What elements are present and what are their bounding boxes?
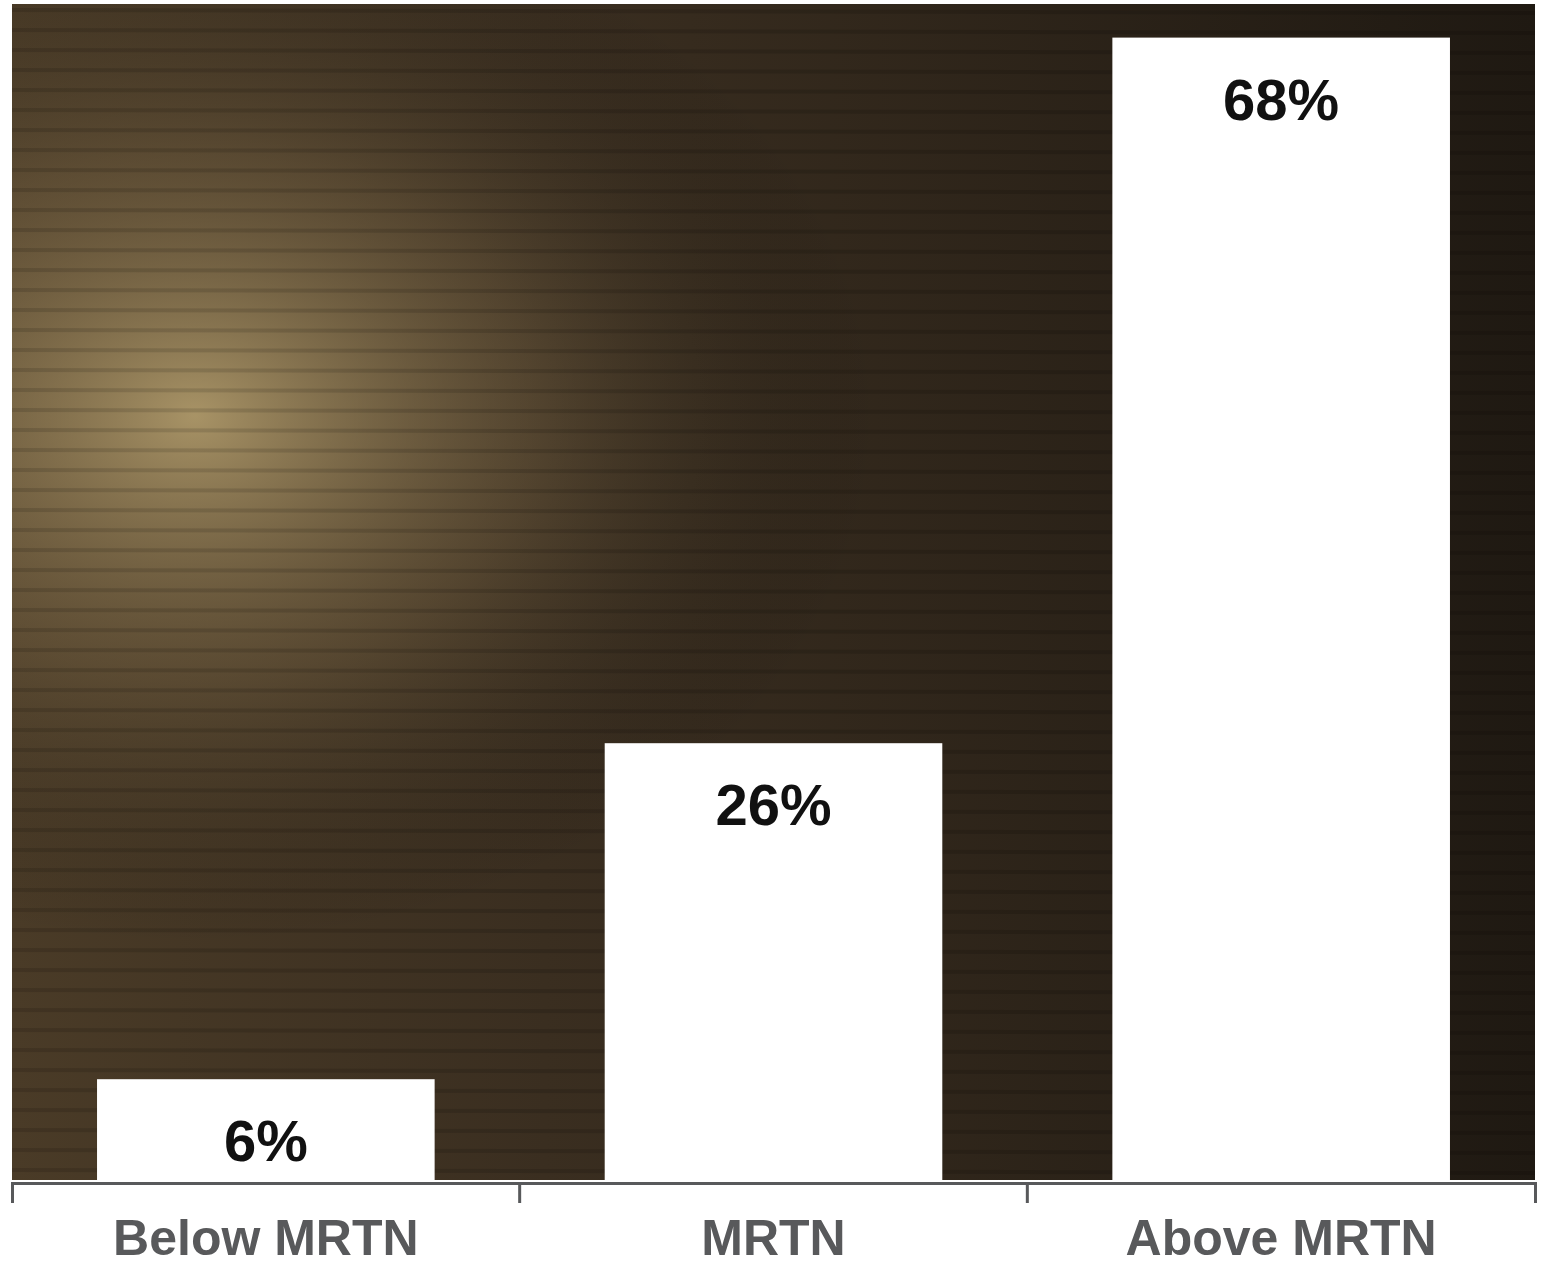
data-label: 6% <box>224 1108 308 1173</box>
bar <box>605 743 943 1180</box>
x-tick-label: MRTN <box>701 1210 845 1266</box>
furrow <box>12 30 1535 33</box>
x-axis-line <box>13 1184 1536 1204</box>
x-tick: MRTN <box>701 1183 845 1266</box>
x-tick: Above MRTN <box>1126 1183 1437 1266</box>
band-separator <box>518 1183 521 1203</box>
x-tick: Below MRTN <box>113 1183 419 1266</box>
furrow <box>12 10 1535 13</box>
data-labels: 6% 26% 68% <box>224 67 1339 1174</box>
x-tick-label: Below MRTN <box>113 1210 419 1266</box>
data-label: 26% <box>715 772 831 837</box>
x-axis: Below MRTN MRTN Above MRTN <box>13 1183 1536 1266</box>
chart: 6% 26% 68% Below MRTN MRTN Above MRTN <box>0 0 1542 1272</box>
bar <box>97 1079 435 1180</box>
plot-glow <box>12 4 1535 1180</box>
bar <box>1112 38 1450 1180</box>
texture <box>12 10 1535 1180</box>
band-separator <box>1026 1183 1029 1203</box>
bars <box>97 38 1450 1180</box>
data-label: 68% <box>1223 67 1339 132</box>
plot-background <box>12 4 1535 1180</box>
x-tick-label: Above MRTN <box>1126 1210 1437 1266</box>
